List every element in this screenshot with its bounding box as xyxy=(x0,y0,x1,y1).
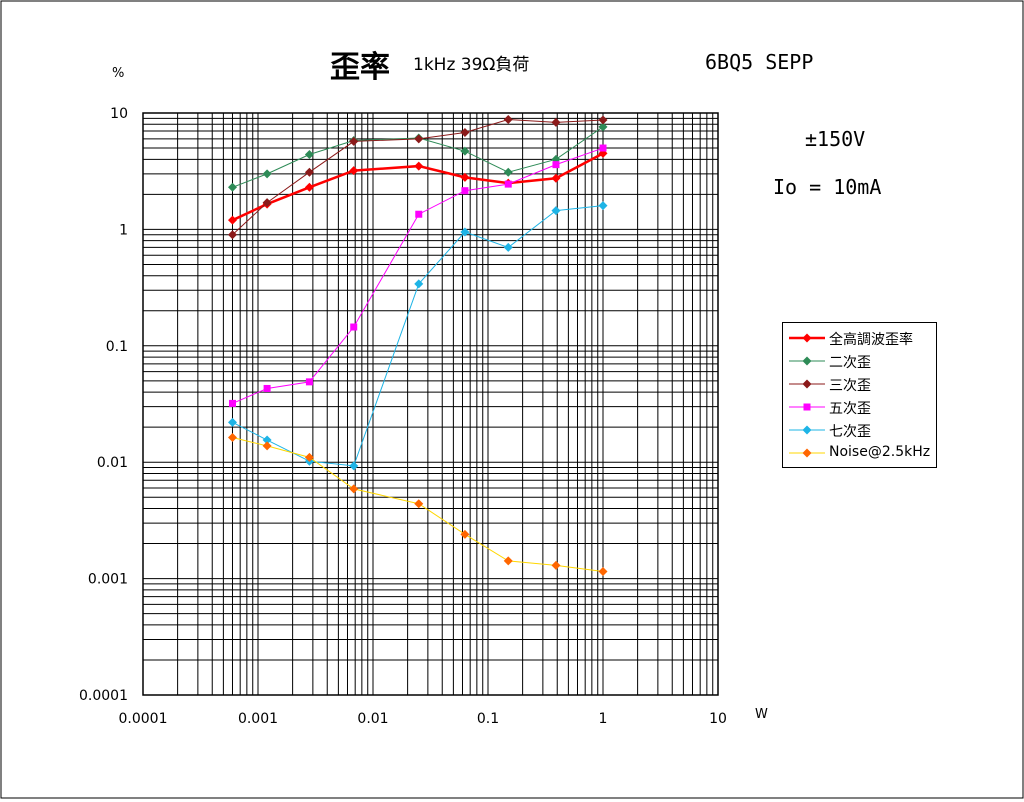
x-tick-label: 0.01 xyxy=(357,711,388,727)
current-annotation: Io = 10mA xyxy=(773,175,882,199)
data-point xyxy=(304,452,314,462)
chart-subtitle: 1kHz 39Ω負荷 xyxy=(413,55,530,75)
x-axis-unit: W xyxy=(755,707,768,722)
legend-item: Noise@2.5kHz xyxy=(783,442,936,464)
data-point xyxy=(503,556,513,566)
data-point xyxy=(598,567,608,577)
x-tick-label: 0.1 xyxy=(477,711,499,727)
data-point xyxy=(350,323,358,331)
data-point xyxy=(598,122,608,132)
legend-swatch xyxy=(789,333,825,343)
series-4 xyxy=(227,201,608,471)
data-point xyxy=(304,182,314,192)
y-tick-label: 0.1 xyxy=(106,339,128,355)
legend-swatch xyxy=(789,403,825,411)
legend-label: 七次歪 xyxy=(829,424,871,440)
data-point xyxy=(262,441,272,451)
y-tick-label: 1 xyxy=(119,222,128,238)
data-point xyxy=(460,127,470,137)
data-point xyxy=(414,499,424,509)
x-tick-label: 0.001 xyxy=(238,711,278,727)
data-point xyxy=(551,206,561,216)
legend-swatch xyxy=(789,425,825,435)
data-point xyxy=(227,433,237,443)
series-3 xyxy=(228,144,607,407)
data-point xyxy=(460,146,470,156)
legend-swatch xyxy=(789,379,825,389)
plot-border xyxy=(142,112,719,696)
data-point xyxy=(460,227,470,237)
data-point xyxy=(598,201,608,211)
data-point xyxy=(504,180,512,188)
data-point xyxy=(304,150,314,160)
legend-label: Noise@2.5kHz xyxy=(829,444,931,460)
data-point xyxy=(349,484,359,494)
data-point xyxy=(414,134,424,144)
data-point xyxy=(503,114,513,124)
data-point xyxy=(227,182,237,192)
data-point xyxy=(503,242,513,252)
legend-label: 五次歪 xyxy=(829,401,871,417)
chart-title: 歪率 xyxy=(330,50,390,85)
data-point xyxy=(551,560,561,570)
data-point xyxy=(349,166,359,176)
data-point xyxy=(552,161,560,169)
series-1 xyxy=(227,122,608,192)
voltage-annotation: ±150V xyxy=(805,127,866,151)
data-point xyxy=(349,136,359,146)
tube-label: 6BQ5 SEPP xyxy=(705,50,814,74)
legend-item: 二次歪 xyxy=(783,350,936,372)
data-point xyxy=(262,198,272,208)
data-point xyxy=(414,279,424,289)
data-point xyxy=(414,161,424,171)
legend-item: 三次歪 xyxy=(783,373,936,395)
data-point xyxy=(599,144,607,152)
x-tick-label: 0.0001 xyxy=(119,711,168,727)
legend-label: 二次歪 xyxy=(829,355,871,371)
data-point xyxy=(460,529,470,539)
grid xyxy=(142,113,718,696)
y-axis-unit: % xyxy=(112,66,125,81)
x-tick-label: 1 xyxy=(599,711,608,727)
legend-label: 三次歪 xyxy=(829,378,871,394)
data-point xyxy=(262,169,272,179)
legend-item: 七次歪 xyxy=(783,419,936,441)
series-5 xyxy=(227,433,608,577)
y-tick-label: 10 xyxy=(110,106,128,122)
data-point xyxy=(227,215,237,225)
legend-item: 五次歪 xyxy=(783,396,936,418)
legend-item: 全高調波歪率 xyxy=(783,327,936,349)
y-tick-label: 0.01 xyxy=(97,455,128,471)
data-point xyxy=(598,115,608,125)
data-point xyxy=(304,167,314,177)
data-point xyxy=(461,187,469,195)
chart-legend: 全高調波歪率 二次歪三次歪五次歪七次歪 Noise@2.5kHz xyxy=(782,322,937,468)
data-point xyxy=(305,378,313,386)
series-2 xyxy=(227,114,608,240)
data-point xyxy=(551,173,561,183)
legend-swatch xyxy=(789,448,825,458)
x-tick-label: 10 xyxy=(709,711,727,727)
data-point xyxy=(503,167,513,177)
data-point xyxy=(551,117,561,127)
data-point xyxy=(415,210,423,218)
y-tick-label: 0.0001 xyxy=(79,688,128,704)
legend-label: 全高調波歪率 xyxy=(829,332,913,348)
y-tick-label: 0.001 xyxy=(88,572,128,588)
data-point xyxy=(460,172,470,182)
data-point xyxy=(349,461,359,471)
data-point xyxy=(263,384,271,392)
legend-swatch xyxy=(789,356,825,366)
data-point xyxy=(228,399,236,407)
data-point xyxy=(227,230,237,240)
data-point xyxy=(227,417,237,427)
data-point xyxy=(262,435,272,445)
